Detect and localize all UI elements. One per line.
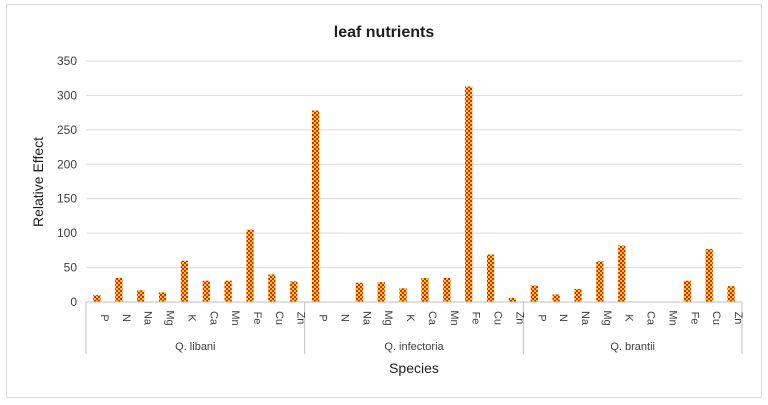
x-axis-title: Species (389, 360, 439, 376)
bar-q-infectoria-na (355, 282, 363, 302)
x-tick-label: N (557, 314, 569, 322)
x-tick-label: P (317, 314, 329, 321)
y-tick-label: 0 (70, 295, 77, 309)
x-tick-label: Zn (513, 312, 525, 325)
bar-q-infectoria-k (399, 288, 407, 302)
y-axis-title: Relative Effect (30, 137, 46, 227)
bar-q-infectoria-p (311, 110, 320, 302)
y-tick-label: 250 (57, 123, 77, 137)
y-tick-label: 350 (57, 54, 77, 68)
x-tick-label: Na (142, 311, 154, 326)
x-tick-label: Cu (492, 311, 504, 325)
x-tick-label: Zn (295, 312, 307, 325)
x-tick-label: Mg (382, 310, 394, 325)
bar-q-infectoria-cu (486, 254, 495, 302)
bar-q-infectoria-ca (421, 277, 429, 302)
group-label: Q. brantii (610, 341, 655, 353)
x-tick-label: N (338, 314, 350, 322)
x-tick-label: Fe (688, 312, 700, 325)
x-tick-label: Na (360, 311, 372, 326)
x-tick-label: Mg (164, 310, 176, 325)
x-tick-label: Mn (666, 310, 678, 325)
x-tick-label: N (120, 314, 132, 322)
bar-q-libani-k (180, 260, 189, 302)
x-tick-label: K (623, 314, 635, 322)
x-tick-label: Mn (229, 310, 241, 325)
bar-q-brantii-p (530, 285, 538, 302)
x-tick-label: Ca (207, 311, 219, 326)
x-tick-label: Na (579, 311, 591, 326)
bar-q-libani-p (93, 295, 101, 302)
x-tick-label: Ca (645, 311, 657, 326)
bar-q-brantii-zn (727, 286, 735, 302)
bar-q-infectoria-fe (465, 86, 473, 302)
x-tick-label: Mn (448, 310, 460, 325)
y-tick-label: 50 (64, 261, 78, 275)
bar-q-brantii-cu (705, 248, 713, 302)
bar-q-libani-cu (268, 274, 276, 302)
y-tick-label: 300 (57, 88, 77, 102)
bar-q-infectoria-mn (443, 277, 451, 302)
bar-q-brantii-na (574, 288, 582, 302)
group-label: Q. libani (175, 341, 215, 353)
x-tick-label: Ca (426, 311, 438, 326)
x-tick-label: Fe (470, 312, 482, 325)
group-label: Q. infectoria (384, 341, 444, 353)
bar-q-libani-na (137, 290, 145, 302)
bar-q-infectoria-mg (377, 282, 385, 302)
x-tick-label: P (98, 314, 110, 321)
bar-q-brantii-mg (596, 261, 604, 302)
bar-q-libani-fe (246, 229, 254, 302)
y-tick-label: 200 (57, 157, 77, 171)
x-tick-label: Cu (710, 311, 722, 325)
x-tick-label: K (185, 314, 197, 322)
bar-q-infectoria-zn (508, 297, 517, 302)
x-tick-label: K (404, 314, 416, 322)
x-tick-label: Cu (273, 311, 285, 325)
chart-frame (6, 4, 762, 398)
x-tick-label: Fe (251, 312, 263, 325)
bar-q-libani-n (115, 277, 123, 302)
y-tick-label: 150 (57, 192, 77, 206)
y-tick-label: 100 (57, 226, 77, 240)
x-tick-label: Mg (601, 310, 613, 325)
bar-q-brantii-fe (683, 280, 691, 302)
bar-q-brantii-k (618, 245, 626, 302)
bar-q-libani-ca (202, 280, 210, 302)
bar-q-libani-mg (158, 292, 167, 302)
bar-q-brantii-n (552, 294, 560, 302)
chart-title: leaf nutrients (334, 24, 435, 41)
bar-q-libani-zn (290, 281, 298, 302)
x-tick-label: Zn (732, 312, 744, 325)
x-tick-label: P (535, 314, 547, 321)
bar-q-libani-mn (224, 280, 232, 302)
